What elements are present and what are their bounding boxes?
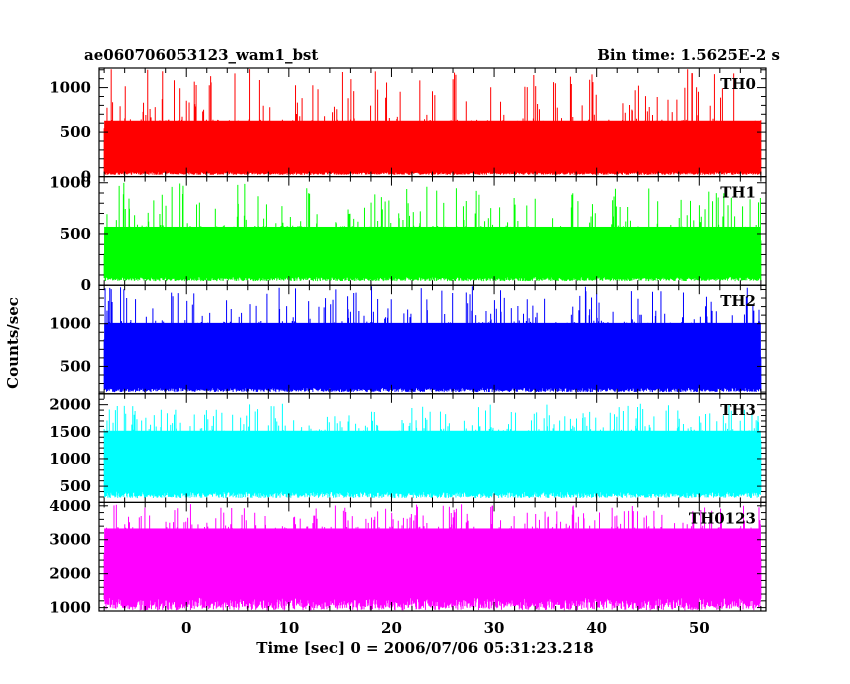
- x-axis-label: Time [sec] 0 = 2006/07/06 05:31:23.218: [256, 639, 593, 657]
- y-tick-label: 1000: [49, 315, 91, 333]
- y-tick-label: 2000: [49, 396, 91, 414]
- y-axis-label: Counts/sec: [4, 297, 22, 389]
- panel-label-th2: TH2: [720, 292, 756, 310]
- y-tick-label: 2000: [49, 565, 91, 583]
- y-tick-label: 0: [81, 168, 91, 186]
- y-tick-label: 4000: [49, 497, 91, 515]
- panel-th0: 0 500 1000 TH0: [49, 67, 767, 186]
- series-line-th1: [103, 182, 762, 282]
- chart-title-right: Bin time: 1.5625E-2 s: [597, 46, 780, 64]
- y-tick-label: 1000: [49, 79, 91, 97]
- panel-th0123: 1000 2000 3000 4000 TH0123: [49, 497, 767, 617]
- x-tick-label: 50: [689, 619, 710, 637]
- x-tick-label: 10: [278, 619, 299, 637]
- panel-label-th0: TH0: [720, 75, 756, 93]
- panel-th1: 0 500 1000 TH1: [49, 174, 767, 294]
- y-tick-label: 3000: [49, 531, 91, 549]
- panel-label-th1: TH1: [720, 184, 756, 202]
- panel-label-th3: TH3: [720, 401, 756, 419]
- y-tick-label: 1000: [49, 174, 91, 192]
- y-tick-label: 1000: [49, 599, 91, 617]
- y-tick-label: 500: [60, 477, 91, 495]
- y-tick-label: 500: [60, 123, 91, 141]
- series-line-th2: [103, 286, 762, 393]
- y-tick-label: 1500: [49, 423, 91, 441]
- panel-th2: 500 1000 TH2: [49, 284, 767, 395]
- y-tick-label: 500: [60, 225, 91, 243]
- x-tick-label: 0: [181, 619, 191, 637]
- series-line-th3: [103, 403, 762, 499]
- panel-th3: 500 1000 1500 2000 TH3: [49, 393, 767, 503]
- y-tick-label: 500: [60, 357, 91, 375]
- panel-label-th0123: TH0123: [689, 509, 756, 527]
- x-tick-label: 30: [484, 619, 505, 637]
- y-tick-label: 1000: [49, 450, 91, 468]
- series-line-th0123: [103, 504, 762, 611]
- x-tick-label: 40: [586, 619, 607, 637]
- x-tick-label: 20: [381, 619, 402, 637]
- series-line-th0: [103, 69, 762, 175]
- chart-title-left: ae060706053123_wam1_bst: [84, 46, 318, 64]
- y-tick-label: 0: [81, 276, 91, 294]
